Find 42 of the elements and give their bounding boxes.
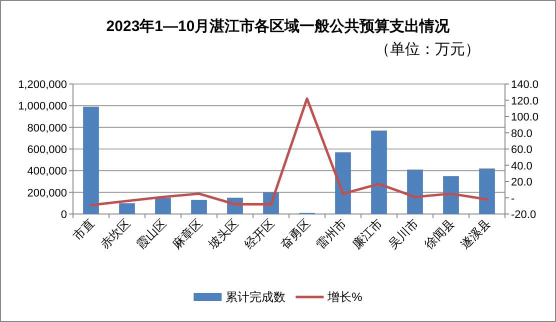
legend-label: 增长% [326, 290, 363, 304]
x-tick-label: 霞山区 [134, 216, 170, 252]
y2-tick-label: 100.0 [511, 112, 539, 124]
x-tick-label: 麻章区 [170, 216, 206, 252]
y-tick-label: 1,000,000 [18, 100, 67, 113]
bar [371, 130, 387, 214]
chart-title: 2023年1—10月湛江市各区域一般公共预算支出情况 [106, 17, 451, 35]
x-tick-label: 遂溪县 [458, 216, 494, 252]
y-tick-label: 1,200,000 [18, 79, 67, 91]
x-tick-label: 吴川市 [386, 216, 422, 252]
y-tick-label: 200,000 [27, 187, 67, 200]
x-tick-label: 奋勇区 [278, 216, 314, 252]
bar [335, 152, 351, 214]
y2-tick-label: 40.0 [511, 160, 532, 172]
y2-tick-label: -20.0 [511, 209, 536, 221]
bar [443, 176, 459, 214]
y2-tick-label: - [511, 192, 515, 205]
y2-tick-label: 120.0 [511, 95, 539, 108]
x-tick-label: 赤坎区 [98, 216, 134, 252]
y2-tick-label: 140.0 [511, 79, 539, 91]
x-tick-label: 徐闻县 [422, 216, 458, 252]
y2-tick-label: 60.0 [511, 144, 532, 156]
legend-label: 累计完成数 [226, 290, 286, 304]
x-tick-label: 市直 [70, 216, 98, 244]
y-tick-label: 400,000 [27, 166, 67, 178]
y-tick-label: 800,000 [27, 122, 67, 134]
bar [119, 203, 135, 214]
y-tick-label: 0 [60, 209, 67, 221]
bar [83, 106, 99, 214]
y2-tick-label: 80.0 [511, 128, 532, 140]
line-series [90, 97, 488, 206]
bar [479, 168, 495, 214]
x-tick-label: 经开区 [242, 216, 278, 252]
x-tick-label: 坡头区 [205, 216, 242, 252]
x-tick-label: 廉江市 [350, 216, 386, 252]
bar [191, 200, 207, 214]
x-tick-label: 雷州市 [314, 216, 350, 252]
y2-tick-label: 20.0 [511, 176, 532, 188]
chart-subtitle: （单位：万元） [375, 41, 480, 58]
bar [155, 198, 171, 214]
bar [407, 170, 423, 214]
y-tick-label: 600,000 [27, 144, 67, 156]
